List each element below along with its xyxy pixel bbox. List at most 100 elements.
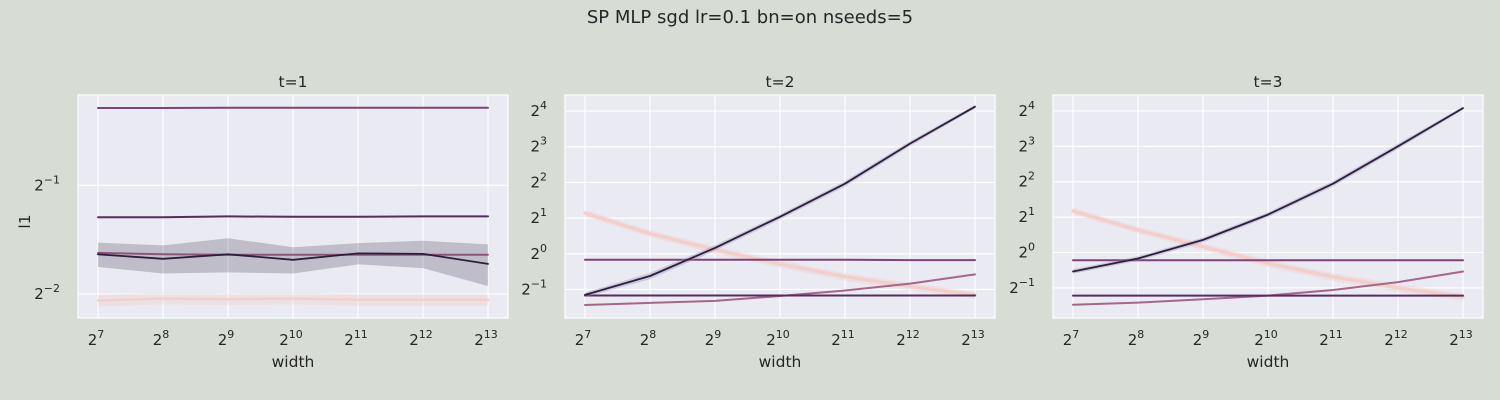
y-tick-label-base: 2 [521,280,531,298]
y-tick-label: 23 [530,135,547,156]
x-tick-label: 211 [1319,328,1343,349]
x-tick-label-base: 2 [766,331,776,349]
y-tick-label: 20 [1018,241,1035,262]
y-tick-label-exponent: −1 [44,173,60,186]
y-tick-label-base: 2 [34,176,44,194]
x-axis-label: width [759,353,802,371]
x-tick-label: 29 [1193,328,1210,349]
x-tick-label-base: 2 [1193,331,1203,349]
y-tick-label-base: 2 [530,209,540,227]
y-tick-label: 23 [1018,134,1035,155]
y-tick-label: 20 [530,242,547,263]
y-tick-label-exponent: 0 [540,242,547,255]
x-tick-label-exponent: 11 [1329,328,1343,341]
x-tick-label: 27 [575,328,592,349]
y-tick-label-base: 2 [530,102,540,120]
x-tick-label-base: 2 [705,331,715,349]
y-tick-label-exponent: −1 [1019,276,1035,289]
x-tick-label: 27 [1063,328,1080,349]
y-tick-label: 24 [530,99,547,120]
x-tick-label: 212 [409,328,433,349]
y-tick-label: 21 [1018,205,1035,226]
y-tick-label-base: 2 [1018,244,1028,262]
series-line-5 [584,105,976,296]
x-tick-label: 28 [153,328,170,349]
y-tick-label-base: 2 [530,173,540,191]
x-tick-label-base: 2 [1449,331,1459,349]
x-tick-label: 29 [218,328,235,349]
x-tick-label-base: 2 [896,331,906,349]
x-tick-label-exponent: 11 [841,328,855,341]
x-tick-label-base: 2 [640,331,650,349]
x-tick-label-exponent: 7 [584,328,591,341]
y-tick-label-base: 2 [34,285,44,303]
x-tick-label-base: 2 [575,331,585,349]
y-tick-label: 2−1 [34,173,60,194]
y-tick-label-exponent: 1 [1028,205,1035,218]
x-tick-label: 212 [896,328,920,349]
x-tick-label-base: 2 [218,331,228,349]
y-tick-label-exponent: 4 [540,99,547,112]
x-tick-label: 28 [640,328,657,349]
x-tick-label-exponent: 12 [1394,328,1408,341]
x-tick-label-exponent: 8 [649,328,656,341]
y-tick-label: 24 [1018,99,1035,120]
x-tick-label-base: 2 [409,331,419,349]
x-tick-label: 210 [279,328,303,349]
x-tick-label-exponent: 8 [1137,328,1144,341]
x-tick-label-exponent: 10 [289,328,303,341]
y-tick-label-exponent: −2 [44,282,60,295]
series-line-1 [583,211,977,297]
x-tick-label: 211 [344,328,368,349]
panel-title: t=1 [279,73,308,91]
x-tick-label-base: 2 [1254,331,1264,349]
x-tick-label: 213 [1449,328,1473,349]
x-tick-label-base: 2 [474,331,484,349]
figure-title: SP MLP sgd lr=0.1 bn=on nseeds=5 [587,7,913,28]
x-tick-label: 212 [1384,328,1408,349]
y-tick-label-base: 2 [1018,137,1028,155]
y-tick-label: 2−1 [1009,276,1035,297]
x-tick-label: 213 [474,328,498,349]
confidence-band [98,238,488,287]
series-line-4 [97,215,489,219]
x-tick-label-base: 2 [153,331,163,349]
y-tick-label: 2−1 [521,277,547,298]
x-tick-label-exponent: 7 [97,328,104,341]
x-tick-label-exponent: 13 [484,328,498,341]
x-tick-label-base: 2 [831,331,841,349]
x-tick-label-exponent: 13 [1459,328,1473,341]
x-tick-label-exponent: 12 [419,328,433,341]
y-tick-label-exponent: 0 [1028,241,1035,254]
x-tick-label: 210 [1254,328,1278,349]
y-tick-label-base: 2 [1018,102,1028,120]
x-tick-label: 210 [766,328,790,349]
series-line-1 [96,297,490,302]
x-tick-label-base: 2 [279,331,289,349]
x-tick-label-base: 2 [1128,331,1138,349]
x-tick-label-exponent: 7 [1072,328,1079,341]
x-tick-label-exponent: 10 [776,328,790,341]
x-tick-label-base: 2 [1319,331,1329,349]
x-tick-label-base: 2 [1063,331,1073,349]
x-tick-label-base: 2 [961,331,971,349]
y-tick-label-exponent: 3 [540,135,547,148]
x-axis-label: width [1247,353,1290,371]
x-tick-label: 211 [831,328,855,349]
panel-title: t=3 [1254,73,1283,91]
x-tick-label: 28 [1128,328,1145,349]
y-tick-label-exponent: −1 [531,277,547,290]
y-tick-label-base: 2 [530,245,540,263]
x-tick-label-exponent: 9 [714,328,721,341]
y-tick-label: 21 [530,206,547,227]
x-tick-label-exponent: 13 [971,328,985,341]
x-tick-label-exponent: 11 [354,328,368,341]
x-tick-label-exponent: 9 [1202,328,1209,341]
y-tick-label-base: 2 [1018,173,1028,191]
x-tick-label-base: 2 [88,331,98,349]
y-tick-label: 2−2 [34,282,60,303]
y-tick-label: 22 [530,170,547,191]
